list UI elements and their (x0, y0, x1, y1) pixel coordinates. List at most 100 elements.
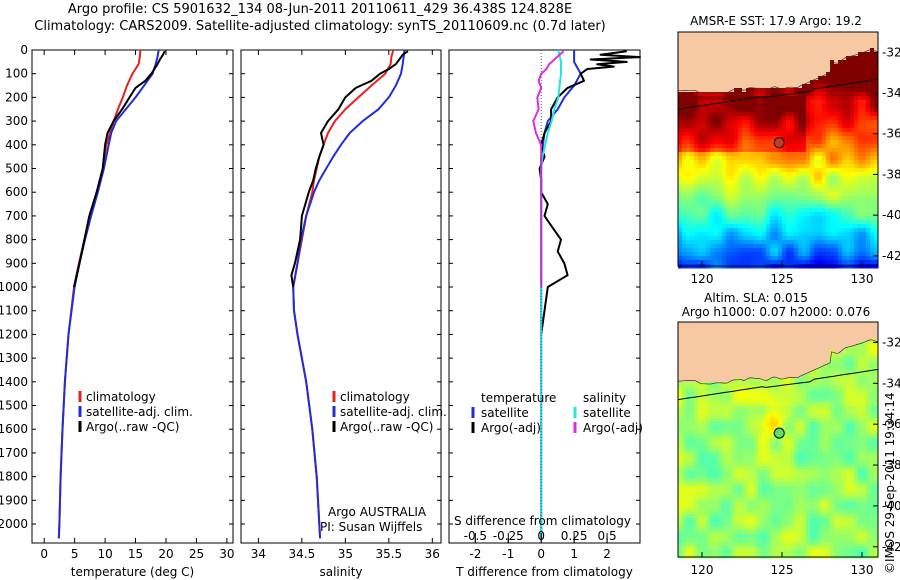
map-cell (806, 224, 811, 229)
map-cell (682, 498, 687, 503)
map-cell (866, 252, 871, 257)
map-cell (682, 458, 687, 463)
map-cell (782, 152, 787, 157)
map-cell (834, 72, 839, 77)
map-cell (690, 470, 695, 475)
map-cell (730, 454, 735, 459)
map-cell (778, 378, 783, 383)
map-cell (770, 426, 775, 431)
map-cell (678, 478, 683, 483)
map-cell (710, 216, 715, 221)
x-tick-label-temperature: 5 (71, 547, 79, 561)
map-cell (774, 100, 779, 105)
map-cell (838, 56, 843, 61)
map-cell (814, 100, 819, 105)
map-cell (834, 128, 839, 133)
map-cell (682, 244, 687, 249)
map-cell (846, 212, 851, 217)
map-cell (690, 64, 695, 69)
map-cell (738, 334, 743, 339)
map-cell (678, 204, 683, 209)
map-cell (706, 362, 711, 367)
map-cell (750, 538, 755, 543)
map-cell (682, 172, 687, 177)
map-cell (690, 128, 695, 133)
map-cell (686, 526, 691, 531)
map-cell (790, 184, 795, 189)
map-cell (838, 232, 843, 237)
map-cell (782, 534, 787, 539)
map-cell (706, 338, 711, 343)
map-cell (682, 514, 687, 519)
map-cell (802, 156, 807, 161)
map-cell (842, 180, 847, 185)
map-cell (730, 92, 735, 97)
map-cell (690, 390, 695, 395)
map-cell (750, 124, 755, 129)
map-cell (826, 32, 831, 37)
map-cell (790, 40, 795, 45)
map-cell (742, 132, 747, 137)
map-cell (730, 518, 735, 523)
map-cell (682, 252, 687, 257)
map-cell (858, 116, 863, 121)
map-cell (750, 326, 755, 331)
map-cell (822, 172, 827, 177)
map-cell (718, 510, 723, 515)
map-cell (742, 386, 747, 391)
map-cell (730, 546, 735, 551)
map-cell (698, 370, 703, 375)
map-cell (798, 80, 803, 85)
map-cell (710, 474, 715, 479)
map-cell (694, 474, 699, 479)
map-cell (842, 108, 847, 113)
map-cell (774, 116, 779, 121)
map-cell (738, 76, 743, 81)
map-cell (862, 36, 867, 41)
map-cell (706, 64, 711, 69)
map-cell (690, 216, 695, 221)
map-cell (690, 498, 695, 503)
map-cell (718, 84, 723, 89)
map-cell (766, 334, 771, 339)
map-cell (790, 478, 795, 483)
map-cell (798, 128, 803, 133)
map-cell (770, 224, 775, 229)
map-cell (730, 80, 735, 85)
map-cell (718, 546, 723, 551)
map-cell (854, 72, 859, 77)
map-cell (782, 406, 787, 411)
map-cell (686, 470, 691, 475)
map-cell (742, 100, 747, 105)
map-cell (690, 338, 695, 343)
map-cell (686, 430, 691, 435)
map-cell (730, 510, 735, 515)
map-cell (782, 470, 787, 475)
map-cell (730, 164, 735, 169)
map-cell (818, 224, 823, 229)
map-cell (722, 398, 727, 403)
map-cell (750, 526, 755, 531)
map-cell (678, 382, 683, 387)
map-cell (866, 248, 871, 253)
map-cell (762, 522, 767, 527)
map-cell (722, 256, 727, 261)
map-cell (726, 248, 731, 253)
map-cell (702, 490, 707, 495)
map-cell (734, 260, 739, 265)
map-cell (774, 64, 779, 69)
map-cell (822, 68, 827, 73)
map-cell (830, 228, 835, 233)
map-cell (706, 554, 711, 559)
map-cell (794, 530, 799, 535)
legend-label: Argo(..raw -QC) (340, 420, 433, 434)
map-cell (730, 108, 735, 113)
map-cell (702, 172, 707, 177)
map-cell (818, 40, 823, 45)
map-cell (782, 426, 787, 431)
map-cell (686, 426, 691, 431)
map-cell (714, 482, 719, 487)
map-cell (726, 260, 731, 265)
map-cell (702, 176, 707, 181)
map-cell (714, 514, 719, 519)
